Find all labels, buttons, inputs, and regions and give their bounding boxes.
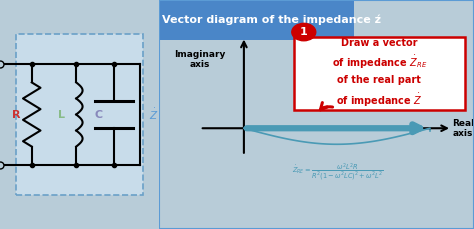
- FancyBboxPatch shape: [16, 34, 143, 195]
- Text: Draw a vector
of impedance $\dot{Z}_{RE}$
of the real part
of impedance $\dot{Z}: Draw a vector of impedance $\dot{Z}_{RE}…: [332, 38, 427, 109]
- FancyBboxPatch shape: [159, 0, 354, 40]
- Text: Imaginary
axis: Imaginary axis: [174, 50, 226, 69]
- Circle shape: [292, 23, 316, 41]
- Text: $\dot{Z}$: $\dot{Z}$: [149, 107, 159, 122]
- Text: $\dot{Z}_{RE} = \dfrac{\omega^2 L^2 R}{R^2(1-\omega^2 LC)^2 + \omega^2 L^2}$: $\dot{Z}_{RE} = \dfrac{\omega^2 L^2 R}{R…: [348, 92, 429, 109]
- Text: Real
axis: Real axis: [452, 119, 474, 138]
- Text: 1: 1: [300, 27, 308, 37]
- Text: $\dot{Z}_{RE} = \dfrac{\omega^2 L^2 R}{R^2(1-\omega^2 LC)^2 + \omega^2 L^2}$: $\dot{Z}_{RE} = \dfrac{\omega^2 L^2 R}{R…: [292, 161, 384, 182]
- Text: C: C: [94, 109, 102, 120]
- Text: R: R: [12, 109, 20, 120]
- Text: Vector diagram of the impedance ź: Vector diagram of the impedance ź: [162, 15, 381, 25]
- Text: L: L: [58, 109, 65, 120]
- FancyBboxPatch shape: [294, 37, 465, 110]
